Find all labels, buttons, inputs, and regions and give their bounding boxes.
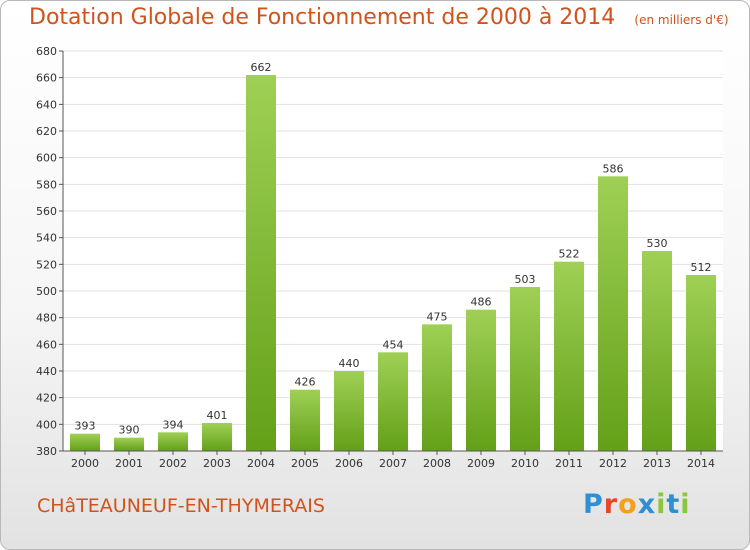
logo-letter: o: [618, 489, 638, 520]
data-label: 475: [427, 310, 448, 323]
chart-title: Dotation Globale de Fonctionnement de 20…: [29, 5, 729, 30]
x-tick-label: 2003: [203, 457, 231, 470]
bar: [378, 352, 408, 451]
y-tick-label: 400: [36, 418, 57, 431]
x-tick-label: 2008: [423, 457, 451, 470]
y-tick-label: 520: [36, 258, 57, 271]
proxiti-logo: Proxiti: [583, 489, 691, 520]
bar: [158, 432, 188, 451]
data-label: 586: [603, 162, 624, 175]
x-tick-label: 2013: [643, 457, 671, 470]
x-tick-label: 2006: [335, 457, 363, 470]
y-tick-label: 640: [36, 98, 57, 111]
x-tick-label: 2002: [159, 457, 187, 470]
x-tick-label: 2010: [511, 457, 539, 470]
bar: [510, 287, 540, 451]
bar: [290, 389, 320, 451]
data-label: 662: [251, 61, 272, 74]
y-tick-label: 680: [36, 45, 57, 58]
bar: [642, 251, 672, 451]
town-name: CHâTEAUNEUF-EN-THYMERAIS: [37, 495, 325, 517]
data-label: 486: [471, 296, 492, 309]
logo-letter: x: [637, 489, 657, 520]
logo-letter: r: [603, 489, 619, 520]
data-label: 401: [207, 409, 228, 422]
x-tick-label: 2012: [599, 457, 627, 470]
bar: [422, 324, 452, 451]
y-tick-label: 620: [36, 125, 57, 138]
y-tick-label: 600: [36, 152, 57, 165]
y-tick-label: 580: [36, 178, 57, 191]
x-tick-label: 2011: [555, 457, 583, 470]
logo-letter: i: [656, 489, 667, 520]
logo-letter: t: [666, 489, 681, 520]
y-tick-label: 540: [36, 232, 57, 245]
y-tick-label: 440: [36, 365, 57, 378]
data-label: 530: [647, 237, 668, 250]
data-label: 390: [119, 424, 140, 437]
bar: [70, 433, 100, 451]
bar: [114, 437, 144, 451]
bar: [686, 275, 716, 451]
y-tick-label: 380: [36, 445, 57, 458]
bar: [202, 423, 232, 451]
bar: [246, 75, 276, 451]
x-tick-label: 2014: [687, 457, 715, 470]
logo-letter: P: [583, 489, 604, 520]
x-tick-label: 2005: [291, 457, 319, 470]
bar: [466, 309, 496, 451]
data-label: 522: [559, 248, 580, 261]
x-tick-label: 2004: [247, 457, 275, 470]
x-tick-label: 2007: [379, 457, 407, 470]
y-tick-label: 660: [36, 72, 57, 85]
y-tick-label: 560: [36, 205, 57, 218]
logo-letter: i: [680, 489, 691, 520]
bar: [554, 261, 584, 451]
bar: [598, 176, 628, 452]
y-tick-label: 500: [36, 285, 57, 298]
y-tick-label: 480: [36, 312, 57, 325]
data-label: 454: [383, 338, 404, 351]
data-label: 440: [339, 357, 360, 370]
data-label: 512: [691, 261, 712, 274]
data-label: 503: [515, 273, 536, 286]
bar: [334, 371, 364, 451]
data-label: 426: [295, 376, 316, 389]
data-label: 394: [163, 418, 184, 431]
x-tick-label: 2001: [115, 457, 143, 470]
x-tick-label: 2009: [467, 457, 495, 470]
unit-label: (en milliers d'€): [634, 13, 729, 27]
x-tick-label: 2000: [71, 457, 99, 470]
data-label: 393: [75, 420, 96, 433]
y-tick-label: 460: [36, 338, 57, 351]
y-tick-label: 420: [36, 392, 57, 405]
title-text: Dotation Globale de Fonctionnement de 20…: [29, 5, 616, 30]
